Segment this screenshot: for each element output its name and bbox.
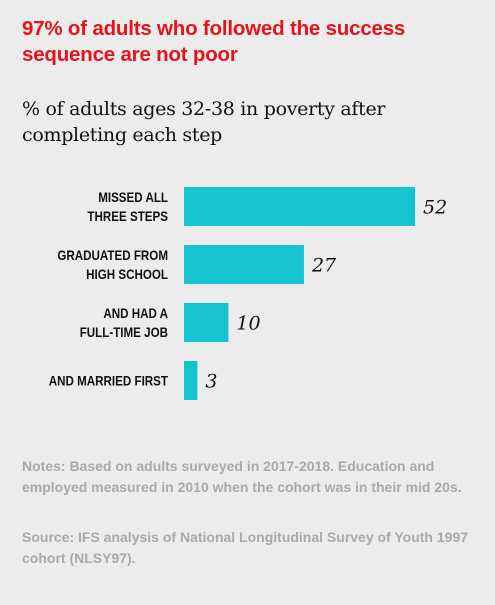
- bar-and-married-first: [184, 361, 198, 400]
- bar-missed-all-three-steps: [184, 187, 415, 226]
- value-label-missed-all-three-steps: 52: [423, 197, 447, 219]
- chart-source: Source: IFS analysis of National Longitu…: [22, 529, 469, 566]
- category-label-graduated-from-high-school: GRADUATED FROM HIGH SCHOOL: [57, 248, 168, 282]
- value-label-graduated-from-high-school: 27: [311, 255, 337, 277]
- category-label-missed-all-three-steps: MISSED ALL THREE STEPS: [87, 190, 168, 224]
- value-label-and-had-a-full-time-job: 10: [236, 313, 260, 335]
- value-label-and-married-first: 3: [205, 371, 217, 393]
- chart-subtitle: % of adults ages 32-38 in poverty after …: [22, 98, 386, 146]
- chart-notes: Notes: Based on adults surveyed in 2017-…: [22, 458, 462, 495]
- bar-chart: MISSED ALL THREE STEPS 52 GRADUATED FROM HIG…: [49, 187, 447, 400]
- bar-and-had-a-full-time-job: [184, 303, 229, 342]
- category-label-and-married-first: AND MARRIED FIRST: [49, 374, 168, 389]
- category-label-and-had-a-full-time-job: AND HAD A FULL-TIME JOB: [80, 306, 168, 340]
- chart-title: 97% of adults who followed the success s…: [22, 17, 406, 66]
- bar-graduated-from-high-school: [184, 245, 304, 284]
